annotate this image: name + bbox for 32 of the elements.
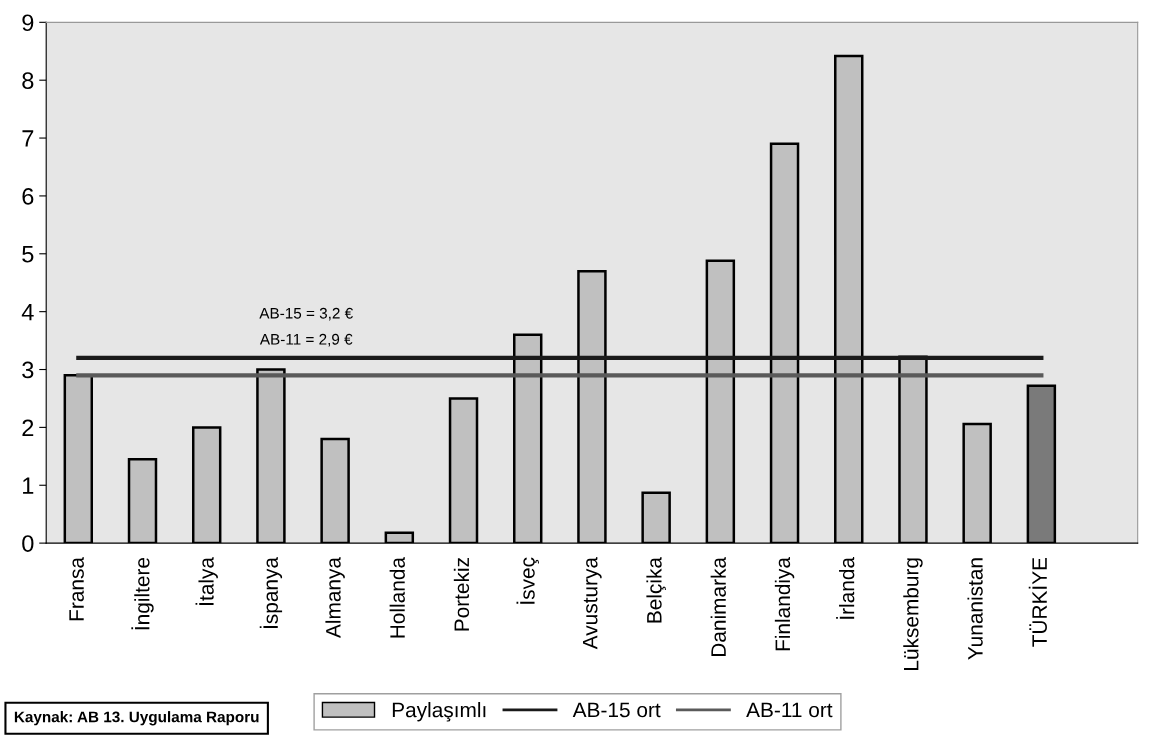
y-tick-label: 8 (22, 72, 34, 89)
x-tick-label: Hollanda (389, 557, 405, 638)
x-tick-label: Danimarka (710, 557, 726, 657)
x-tick-label: İngiltere (131, 557, 154, 630)
x-tick-label: İspanya (259, 557, 283, 629)
x-tick-label: Finlandiya (774, 557, 795, 651)
x-tick-label: İsveç (516, 557, 539, 604)
y-tick-label: 3 (22, 361, 34, 379)
legend-label: AB-11 ort (746, 702, 833, 718)
x-tick-label: Lüksemburg (903, 558, 923, 670)
y-tick-label: 1 (23, 477, 34, 494)
y-tick-label: 9 (22, 14, 34, 32)
x-tick-label: Yunanistan (967, 558, 983, 660)
y-tick-label: 2 (22, 419, 34, 436)
y-tick-label: 0 (22, 535, 34, 552)
annotation: AB-15 = 3,2 € (259, 307, 353, 321)
x-tick-label: Belçika (646, 557, 666, 623)
x-tick-label: TÜRKİYE (1028, 557, 1047, 647)
x-tick-label: Avusturya (582, 557, 602, 650)
x-tick-label: İtalya (195, 557, 218, 605)
y-tick-label: 7 (22, 130, 34, 147)
x-tick-label: Fransa (69, 557, 84, 621)
legend-label: AB-15 ort (572, 702, 661, 718)
y-tick-label: 4 (21, 303, 34, 321)
x-tick-label: Almanya (325, 557, 345, 639)
annotation: AB-11 = 2,9 € (259, 333, 353, 347)
legend-label: Paylaşımlı (392, 702, 486, 722)
x-tick-label: İrlanda (836, 557, 855, 619)
text: Kaynak: AB 13. Uygulama Raporu (14, 711, 259, 726)
x-tick-label: Portekiz (453, 558, 470, 631)
y-tick-label: 5 (22, 246, 34, 263)
y-tick-label: 6 (22, 187, 34, 205)
